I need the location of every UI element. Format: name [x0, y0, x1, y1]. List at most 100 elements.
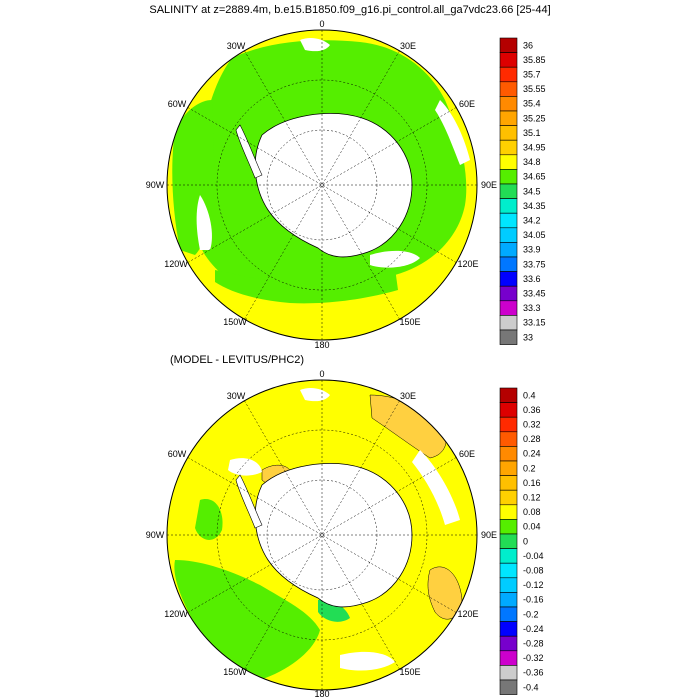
bottom-colorbar-label: -0.16	[523, 595, 544, 605]
bottom-colorbar-swatch	[499, 635, 518, 652]
bottom-colorbar-swatch	[499, 665, 518, 681]
top-lon-label-60w: 60W	[168, 99, 187, 109]
top-lon-label-30e: 30E	[400, 41, 416, 51]
bottom-lon-label-90e: 90E	[481, 530, 497, 540]
top-nodata-patch-west	[196, 195, 212, 250]
bottom-colorbar-swatch	[499, 475, 518, 491]
top-colorbar-swatch	[499, 227, 518, 243]
top-panel: SALINITY at z=2889.4m, b.e15.B1850.f09_g…	[146, 4, 551, 350]
bottom-colorbar-label: 0.08	[523, 507, 541, 517]
bottom-map: 0 30E 60E 90E 120E 150E 180 150W 120W 90…	[146, 369, 497, 699]
top-colorbar-swatch	[499, 169, 518, 185]
top-colorbar-swatch	[499, 256, 518, 272]
bottom-field-teal	[318, 599, 350, 622]
top-colorbar-swatch	[499, 183, 518, 199]
top-colorbar-label: 35.25	[523, 113, 546, 123]
bottom-map-fields	[167, 380, 477, 690]
top-lon-label-150e: 150E	[399, 317, 420, 327]
bottom-colorbar-label: -0.08	[523, 566, 544, 576]
bottom-colorbar-swatch	[499, 387, 518, 403]
top-colorbar-label: 34.65	[523, 172, 546, 182]
bottom-colorbar-label: 0.32	[523, 420, 541, 430]
bottom-colorbar-label: 0.4	[523, 390, 536, 400]
top-colorbar: 36 35.85 35.7 35.55 35.4 35.25 35.1 34.95 34.8 34…	[499, 37, 546, 345]
bottom-panel: (MODEL - LEVITUS/PHC2)	[146, 354, 544, 699]
bottom-colorbar-label: -0.2	[523, 609, 539, 619]
bottom-nodata-patch-east	[412, 450, 460, 525]
top-colorbar-swatch	[499, 52, 518, 68]
top-map: 0 30E 60E 90E 120E 150E 180 150W 120W 90…	[146, 19, 497, 350]
top-antarctic-peninsula	[235, 124, 263, 179]
top-field-green-ross	[215, 268, 398, 304]
top-colorbar-label: 36	[523, 40, 533, 50]
top-colorbar-label: 34.05	[523, 230, 546, 240]
bottom-colorbar-label: -0.36	[523, 668, 544, 678]
bottom-graticule	[167, 380, 477, 690]
top-colorbar-swatch	[499, 110, 518, 126]
top-map-border	[166, 29, 478, 341]
top-lon-labels: 0 30E 60E 90E 120E 150E 180 150W 120W 90…	[146, 19, 497, 350]
bottom-lon-label-0: 0	[319, 369, 324, 379]
top-colorbar-label: 34.2	[523, 216, 541, 226]
bottom-colorbar-label: 0.12	[523, 493, 541, 503]
bottom-colorbar-swatch	[499, 548, 518, 564]
top-lon-label-120w: 120W	[164, 259, 188, 269]
top-lon-label-30w: 30W	[227, 41, 246, 51]
top-colorbar-label: 34.35	[523, 201, 546, 211]
top-lon-label-180: 180	[314, 340, 329, 350]
top-colorbar-label: 35.4	[523, 99, 541, 109]
top-colorbar-label: 34.5	[523, 186, 541, 196]
bottom-lon-label-150e: 150E	[399, 667, 420, 677]
bottom-colorbar-swatch	[499, 592, 518, 608]
bottom-colorbar-label: -0.4	[523, 682, 539, 692]
bottom-nodata-patch	[300, 387, 330, 402]
top-colorbar-swatch	[499, 315, 518, 331]
top-colorbar-swatch	[499, 66, 518, 83]
bottom-colorbar-label: 0.36	[523, 405, 541, 415]
top-colorbar-swatch	[499, 81, 518, 97]
top-colorbar-swatch	[499, 271, 518, 287]
top-nodata-patch-southeast	[370, 250, 420, 268]
top-colorbar-label: 35.55	[523, 84, 546, 94]
bottom-field-green-west	[195, 499, 223, 540]
top-colorbar-label: 34.8	[523, 157, 541, 167]
bottom-panel-title: (MODEL - LEVITUS/PHC2)	[170, 354, 304, 366]
bottom-colorbar: 0.4 0.36 0.32 0.28 0.24 0.2 0.16 0.12 0.08 0.04 0 -…	[499, 387, 544, 695]
top-map-fields	[167, 30, 477, 340]
bottom-colorbar-label: -0.24	[523, 624, 544, 634]
top-colorbar-label: 33.9	[523, 245, 541, 255]
top-colorbar-label: 33	[523, 332, 533, 342]
bottom-colorbar-swatch	[499, 504, 518, 520]
top-lon-label-90e: 90E	[481, 180, 497, 190]
top-colorbar-swatch	[499, 329, 518, 345]
top-colorbar-swatch	[499, 198, 518, 214]
bottom-antarctic-peninsula	[235, 474, 263, 529]
top-colorbar-label: 33.45	[523, 289, 546, 299]
bottom-map-border	[166, 379, 478, 691]
bottom-colorbar-swatch	[499, 446, 518, 462]
top-colorbar-swatch	[499, 154, 518, 170]
bottom-lon-label-60e: 60E	[459, 449, 475, 459]
bottom-lon-label-90w: 90W	[146, 530, 165, 540]
bottom-colorbar-swatch	[499, 431, 518, 447]
bottom-colorbar-swatch	[499, 519, 518, 535]
bottom-lon-label-60w: 60W	[168, 449, 187, 459]
bottom-lon-label-120w: 120W	[164, 609, 188, 619]
bottom-lon-labels: 0 30E 60E 90E 120E 150E 180 150W 120W 90…	[146, 369, 497, 699]
bottom-antarctica	[254, 463, 413, 608]
top-colorbar-swatch	[499, 285, 518, 302]
top-lon-label-150w: 150W	[223, 317, 247, 327]
top-colorbar-swatch	[499, 300, 518, 316]
top-panel-title: SALINITY at z=2889.4m, b.e15.B1850.f09_g…	[149, 4, 550, 16]
top-colorbar-label: 33.75	[523, 259, 546, 269]
bottom-lon-label-30w: 30W	[227, 391, 246, 401]
bottom-field-green-sw	[174, 560, 320, 680]
bottom-nodata-patch-nw	[228, 458, 262, 476]
bottom-colorbar-label: -0.28	[523, 639, 544, 649]
bottom-lon-label-30e: 30E	[400, 391, 416, 401]
bottom-colorbar-label: 0.28	[523, 434, 541, 444]
bottom-colorbar-label: 0	[523, 536, 528, 546]
bottom-colorbar-label: -0.32	[523, 653, 544, 663]
top-lon-label-60e: 60E	[459, 99, 475, 109]
